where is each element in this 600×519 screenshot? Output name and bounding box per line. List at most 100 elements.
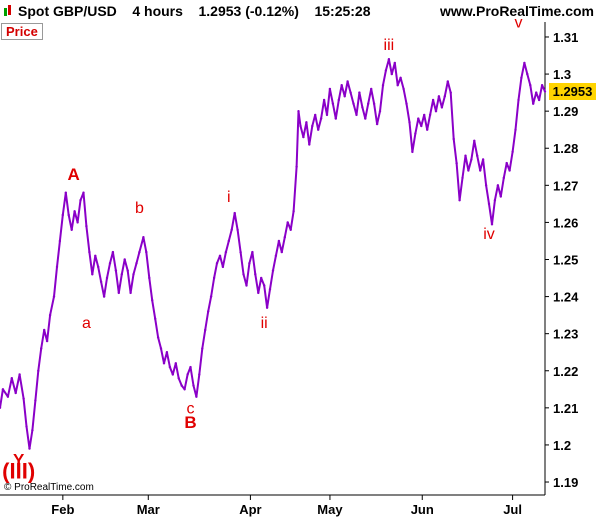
data-point xyxy=(487,202,491,206)
wave-label: Y xyxy=(13,450,25,469)
data-point xyxy=(174,362,177,365)
data-point xyxy=(180,384,183,387)
data-point xyxy=(452,137,455,141)
data-point xyxy=(280,250,283,254)
data-point xyxy=(317,128,320,131)
data-point xyxy=(295,165,298,168)
data-point xyxy=(257,291,260,295)
wave-label: c xyxy=(187,400,195,417)
data-point xyxy=(28,447,31,450)
data-point xyxy=(464,154,467,157)
wave-label: (III) xyxy=(2,458,35,483)
data-point xyxy=(292,210,295,213)
data-point xyxy=(201,347,204,350)
y-tick-label: 1.3 xyxy=(553,67,571,82)
price-series xyxy=(0,58,547,450)
data-point xyxy=(346,80,349,83)
data-point xyxy=(399,76,402,80)
data-point xyxy=(142,236,145,239)
data-point xyxy=(126,269,129,272)
data-point xyxy=(417,117,420,120)
data-point xyxy=(0,406,2,409)
data-point xyxy=(230,228,233,231)
data-point xyxy=(218,254,222,257)
data-point xyxy=(129,291,132,295)
data-point xyxy=(151,299,154,302)
data-point xyxy=(520,76,523,80)
data-point xyxy=(364,117,367,120)
copyright-text: © ProRealTime.com xyxy=(4,482,94,493)
data-point xyxy=(67,213,70,217)
y-tick-label: 1.26 xyxy=(553,215,578,230)
wave-label: b xyxy=(135,200,144,217)
data-point xyxy=(263,284,266,287)
data-point xyxy=(165,351,169,354)
data-point xyxy=(505,161,508,165)
data-point xyxy=(245,284,248,287)
data-point xyxy=(212,276,216,280)
chart-header: Spot GBP/USD 4 hours 1.2953 (-0.12%) 15:… xyxy=(0,0,600,22)
data-point xyxy=(496,184,500,187)
data-point xyxy=(299,124,302,128)
data-point xyxy=(302,135,305,139)
data-point xyxy=(58,239,62,243)
y-tick-label: 1.28 xyxy=(553,141,578,156)
data-point xyxy=(186,373,189,376)
data-point xyxy=(408,121,411,124)
data-point xyxy=(159,347,163,350)
data-point xyxy=(37,369,40,372)
data-point xyxy=(532,102,535,105)
data-point xyxy=(476,154,479,157)
x-tick-label: Jun xyxy=(411,502,434,517)
candlestick-icon[interactable] xyxy=(4,4,14,18)
data-point xyxy=(120,273,124,276)
data-point xyxy=(325,113,329,117)
data-point xyxy=(334,117,337,120)
wave-label: a xyxy=(82,315,91,332)
data-point xyxy=(233,211,236,215)
data-point xyxy=(370,87,373,91)
data-point xyxy=(177,377,180,380)
data-point xyxy=(514,128,517,131)
data-point xyxy=(79,199,82,202)
data-point xyxy=(73,210,76,213)
data-point xyxy=(61,213,64,217)
data-point xyxy=(204,328,207,332)
data-point xyxy=(34,399,37,402)
wave-label: iii xyxy=(384,37,395,54)
data-point xyxy=(111,250,115,254)
data-point xyxy=(517,98,520,102)
data-point xyxy=(198,373,201,376)
timeframe[interactable]: 4 hours xyxy=(132,3,183,19)
data-point xyxy=(446,80,449,83)
data-point xyxy=(99,280,103,283)
data-point xyxy=(352,102,355,105)
data-point xyxy=(145,250,148,254)
y-tick-label: 1.23 xyxy=(553,327,578,342)
data-point xyxy=(461,176,464,180)
data-point xyxy=(372,102,376,105)
data-point xyxy=(311,124,314,128)
data-point xyxy=(251,250,254,254)
data-point xyxy=(138,250,141,254)
data-point xyxy=(437,95,441,98)
data-point xyxy=(215,262,219,265)
data-point xyxy=(135,262,138,265)
data-point xyxy=(393,61,396,65)
price-panel-tag[interactable]: Price xyxy=(1,23,43,40)
site-link[interactable]: www.ProRealTime.com xyxy=(439,3,594,19)
data-point xyxy=(479,169,482,172)
wave-label: iv xyxy=(483,226,495,243)
data-point xyxy=(31,428,34,432)
data-point xyxy=(43,328,46,332)
data-point xyxy=(308,143,311,146)
y-tick-label: 1.21 xyxy=(553,401,578,416)
data-point xyxy=(484,184,488,187)
data-point xyxy=(289,228,292,231)
x-tick-label: Jul xyxy=(503,502,522,517)
data-point xyxy=(420,124,423,128)
data-point xyxy=(274,254,278,257)
clock-time: 15:25:28 xyxy=(314,3,371,19)
